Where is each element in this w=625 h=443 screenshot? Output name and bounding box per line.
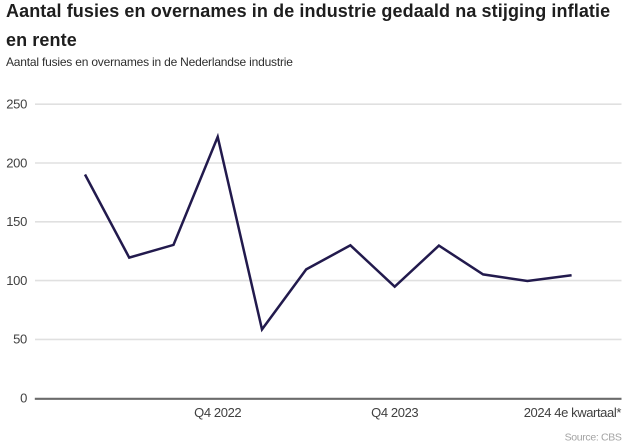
- svg-text:Q4 2022: Q4 2022: [194, 405, 241, 420]
- svg-text:100: 100: [6, 273, 27, 288]
- svg-text:Q4 2023: Q4 2023: [371, 405, 418, 420]
- svg-text:2024 4e kwartaal*: 2024 4e kwartaal*: [524, 405, 622, 420]
- svg-text:200: 200: [6, 155, 27, 170]
- svg-text:0: 0: [20, 391, 27, 406]
- svg-text:150: 150: [6, 214, 27, 229]
- svg-text:250: 250: [6, 97, 27, 112]
- svg-text:50: 50: [13, 332, 27, 347]
- svg-text:Source: CBS: Source: CBS: [565, 432, 622, 443]
